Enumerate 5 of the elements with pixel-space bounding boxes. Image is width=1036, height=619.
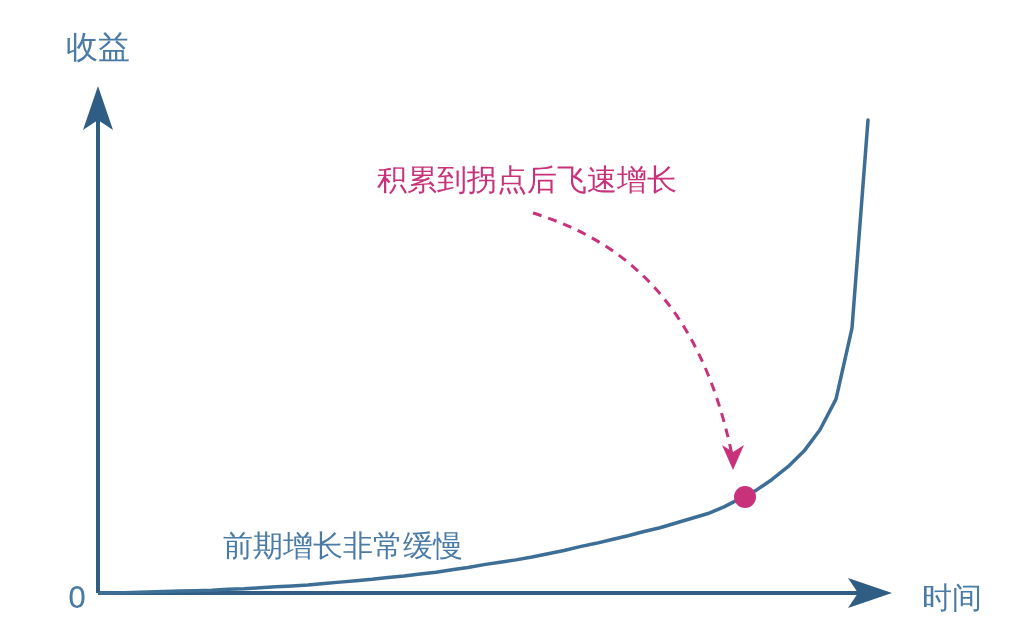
annotation: 前期增长非常缓慢 — [223, 528, 463, 563]
text: 0 — [67, 580, 87, 615]
x-axis-title: 时间 — [922, 580, 982, 615]
y-axis-title: 收益 — [66, 28, 130, 66]
annotation: 积累到拐点后飞速增长 — [377, 162, 677, 197]
